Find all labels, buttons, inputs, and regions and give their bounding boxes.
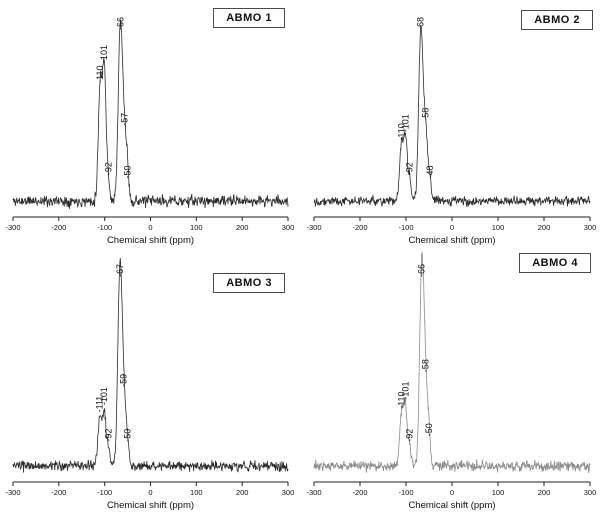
x-tick-label: -200 (352, 488, 367, 497)
x-tick-label: -100 (398, 488, 413, 497)
x-tick-label: 300 (584, 223, 597, 232)
spectrum-plot-abmo2: -300 -200 -100 0 100 200 300 Chemical shift (pp… (306, 17, 597, 246)
x-tick-label: 0 (148, 223, 152, 232)
peak-label: -50 (424, 423, 434, 436)
spectrum-line (313, 251, 591, 473)
x-tick-label: 100 (492, 488, 505, 497)
x-tick-label: 200 (236, 223, 249, 232)
legend-label-abmo4: ABMO 4 (532, 257, 578, 269)
x-tick-label: 300 (584, 488, 597, 497)
peak-label: -58 (420, 359, 430, 372)
x-tick-label: 100 (492, 223, 505, 232)
spectrum-plot-abmo4: -300 -200 -100 0 100 200 300 Chemical shift (pp… (306, 251, 597, 511)
x-tick-label: 0 (450, 223, 454, 232)
x-tick-label: 0 (450, 488, 454, 497)
legend-label-abmo2: ABMO 2 (534, 14, 580, 26)
peak-label: -111 (95, 396, 105, 413)
spectrum-panel-abmo3: -300 -200 -100 0 100 200 300 Chemical shift (pp… (0, 247, 301, 512)
legend-abmo2: ABMO 2 (521, 10, 593, 30)
peak-label: -68 (416, 17, 426, 30)
x-tick-label: -200 (352, 223, 367, 232)
peak-label: -92 (405, 162, 415, 175)
x-axis (12, 481, 289, 486)
peak-label: -110 (396, 123, 406, 140)
spectrum-panel-abmo4: -300 -200 -100 0 100 200 300 Chemical shift (pp… (301, 247, 603, 512)
spectrum-line (313, 26, 591, 207)
spectrum-plot-abmo3: -300 -200 -100 0 100 200 300 Chemical shift (pp… (5, 258, 295, 511)
peak-label: -92 (405, 429, 415, 442)
peak-label: -101 (99, 45, 109, 63)
spectrum-plot-abmo1: -300 -200 -100 0 100 200 300 Chemical shift (pp… (5, 17, 295, 246)
x-axis (12, 216, 289, 221)
legend-label-abmo1: ABMO 1 (226, 12, 272, 24)
peak-label: -50 (123, 429, 133, 442)
x-tick-label: -300 (5, 223, 20, 232)
x-tick-label: -300 (5, 488, 20, 497)
x-tick-label: 200 (538, 223, 551, 232)
peak-label: -57 (119, 113, 129, 126)
x-tick-label: -300 (306, 223, 321, 232)
x-tick-label: 200 (236, 488, 249, 497)
legend-abmo1: ABMO 1 (213, 8, 285, 28)
x-axis-title: Chemical shift (ppm) (408, 500, 495, 511)
spectrum-panel-abmo2: -300 -200 -100 0 100 200 300 Chemical shift (pp… (301, 0, 603, 247)
x-tick-label: 0 (148, 488, 152, 497)
legend-abmo3: ABMO 3 (213, 273, 285, 293)
x-tick-label: 300 (282, 223, 295, 232)
peak-label: -50 (123, 166, 133, 179)
x-tick-label: 100 (190, 488, 203, 497)
peak-label: -58 (420, 108, 430, 121)
legend-label-abmo3: ABMO 3 (226, 277, 272, 289)
x-tick-label: -200 (51, 223, 66, 232)
x-axis-title: Chemical shift (ppm) (107, 235, 194, 246)
peak-label: -101 (99, 387, 109, 405)
peak-label: -92 (103, 429, 113, 442)
peak-label: -66 (417, 264, 427, 277)
spectrum-line (12, 19, 289, 209)
peak-label: -67 (115, 264, 125, 277)
spectrum-line (12, 258, 289, 473)
x-axis-title: Chemical shift (ppm) (408, 235, 495, 246)
peak-label: -48 (425, 165, 435, 178)
peak-label: -66 (115, 17, 125, 30)
x-tick-label: 100 (190, 223, 203, 232)
x-tick-label: -100 (97, 223, 112, 232)
x-tick-label: -300 (306, 488, 321, 497)
peak-label: -101 (401, 114, 411, 132)
x-axis (313, 216, 591, 221)
peak-label: -59 (119, 374, 129, 387)
peak-label: -92 (103, 162, 113, 175)
x-tick-label: -100 (97, 488, 112, 497)
x-tick-label: -100 (398, 223, 413, 232)
peak-label: -101 (401, 382, 411, 400)
spectrum-panel-abmo1: -300 -200 -100 0 100 200 300 Chemical shift (pp… (0, 0, 301, 247)
x-tick-label: 200 (538, 488, 551, 497)
x-tick-label: -200 (51, 488, 66, 497)
x-axis (313, 481, 591, 486)
peak-label: -110 (95, 65, 105, 82)
peak-label: -110 (396, 391, 406, 408)
x-tick-label: 300 (282, 488, 295, 497)
legend-abmo4: ABMO 4 (519, 253, 591, 273)
x-axis-title: Chemical shift (ppm) (107, 500, 194, 511)
